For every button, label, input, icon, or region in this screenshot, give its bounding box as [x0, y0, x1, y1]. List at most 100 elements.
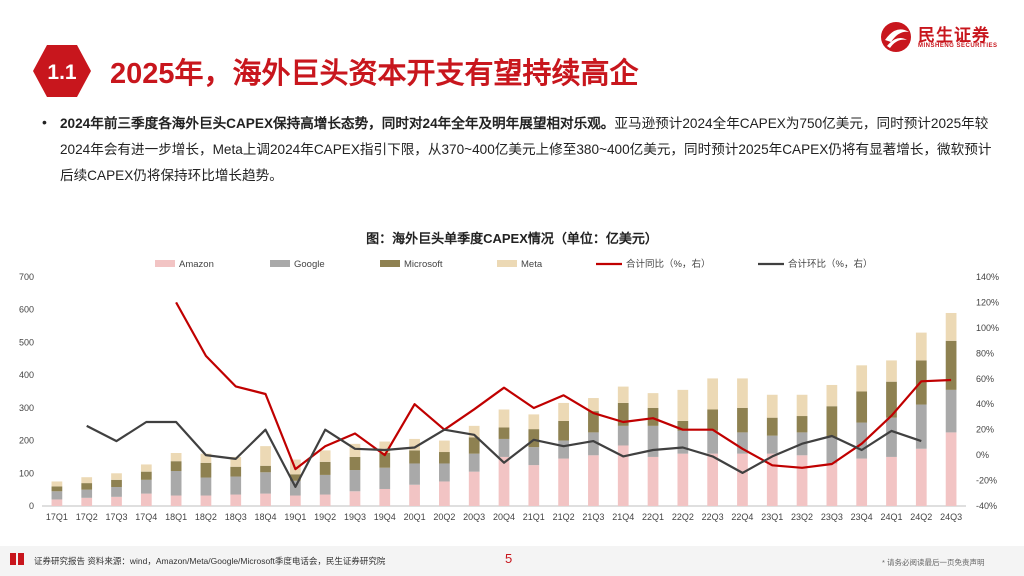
legend-swatch — [155, 260, 175, 267]
bar-microsoft — [737, 407, 748, 433]
x-tick-label: 21Q1 — [523, 512, 545, 522]
qoq-line — [86, 420, 922, 488]
x-tick-label: 21Q4 — [612, 512, 634, 522]
bar-amazon — [766, 453, 778, 506]
bar-google — [200, 477, 212, 496]
bar-amazon — [439, 481, 450, 506]
bar-amazon — [230, 494, 242, 506]
bar-microsoft — [379, 453, 391, 468]
bar-amazon — [51, 499, 63, 506]
bar-microsoft — [498, 427, 510, 439]
bar-meta — [826, 384, 838, 407]
legend-label: Microsoft — [404, 259, 443, 270]
legend-label: Meta — [521, 259, 543, 270]
bar-amazon — [379, 488, 391, 506]
y2-tick-label: 120% — [976, 297, 999, 307]
x-tick-label: 17Q2 — [76, 512, 98, 522]
bar-microsoft — [856, 391, 868, 423]
bar-meta — [588, 398, 599, 412]
bar-google — [319, 474, 331, 495]
bullet-marker: • — [42, 114, 47, 130]
bar-google — [886, 417, 897, 457]
bar-amazon — [796, 455, 808, 506]
bar-meta — [766, 394, 778, 418]
x-tick-label: 24Q1 — [880, 512, 902, 522]
bar-microsoft — [558, 420, 569, 441]
bar-meta — [111, 473, 122, 480]
logo-text: 民生证券 — [918, 26, 990, 45]
bar-google — [915, 404, 927, 449]
bar-amazon — [200, 495, 212, 506]
bar-google — [945, 389, 957, 433]
x-tick-label: 19Q2 — [314, 512, 336, 522]
bar-google — [81, 489, 93, 498]
legend-swatch — [270, 260, 290, 267]
bar-amazon — [409, 484, 420, 506]
yoy-line — [175, 301, 952, 471]
section-badge: 1.1 — [33, 45, 91, 97]
bar-google — [409, 463, 420, 485]
bar-google — [468, 453, 480, 472]
bar-microsoft — [886, 381, 897, 418]
bar-google — [826, 437, 838, 464]
bar-amazon — [856, 458, 868, 506]
footer-bar — [0, 546, 1024, 576]
bar-microsoft — [81, 483, 93, 490]
bar-microsoft — [945, 340, 957, 390]
bar-meta — [707, 378, 719, 410]
y-tick-label: 700 — [19, 272, 34, 282]
bar-google — [230, 476, 242, 495]
y2-tick-label: -40% — [976, 501, 997, 511]
bar-microsoft — [260, 465, 271, 473]
bar-microsoft — [588, 411, 599, 433]
bar-google — [260, 472, 271, 494]
bar-amazon — [81, 497, 93, 506]
bar-amazon — [707, 453, 719, 506]
x-tick-label: 22Q3 — [702, 512, 724, 522]
y-tick-label: 500 — [19, 337, 34, 347]
bar-google — [588, 432, 599, 456]
bar-meta — [379, 441, 391, 454]
page-number: 5 — [505, 551, 513, 566]
bar-amazon — [319, 494, 331, 506]
summary-paragraph: 2024年前三季度各海外巨头CAPEX保持高增长态势，同时对24年全年及明年展望… — [60, 111, 1005, 189]
bar-microsoft — [647, 407, 659, 426]
bar-meta — [647, 393, 659, 408]
bar-google — [349, 470, 361, 492]
bar-google — [111, 487, 122, 497]
bar-google — [647, 425, 659, 457]
bar-amazon — [170, 495, 182, 506]
x-tick-label: 19Q1 — [284, 512, 306, 522]
bar-amazon — [588, 455, 599, 506]
bar-microsoft — [707, 409, 719, 431]
bar-microsoft — [349, 456, 361, 471]
bar-microsoft — [289, 474, 301, 481]
bar-meta — [439, 440, 450, 453]
footer-source: 证券研究报告 资料来源：wind，Amazon/Meta/Google/Micr… — [34, 556, 386, 566]
x-tick-label: 24Q2 — [910, 512, 932, 522]
y-tick-label: 0 — [29, 501, 34, 511]
x-tick-label: 22Q1 — [642, 512, 664, 522]
bar-meta — [737, 378, 748, 408]
bar-meta — [886, 360, 897, 382]
y2-tick-label: 0% — [976, 450, 989, 460]
capex-chart: 0 100 200 300 400 500 600 700 -40% -20% 0% 20% 40% 60… — [19, 258, 999, 522]
x-tick-label: 20Q3 — [463, 512, 485, 522]
bar-microsoft — [617, 402, 629, 426]
bar-google — [617, 425, 629, 446]
bar-meta — [558, 402, 569, 421]
bar-meta — [140, 464, 152, 472]
bar-meta — [915, 332, 927, 361]
bar-microsoft — [766, 417, 778, 436]
bar-google — [528, 447, 540, 466]
x-tick-label: 22Q4 — [731, 512, 753, 522]
y2-tick-label: -20% — [976, 476, 997, 486]
bar-amazon — [677, 453, 689, 506]
bar-amazon — [886, 456, 897, 506]
bar-meta — [796, 394, 808, 417]
bar-microsoft — [796, 416, 808, 433]
minsheng-logo-icon — [881, 22, 911, 52]
bar-microsoft — [528, 429, 540, 448]
bar-microsoft — [111, 479, 122, 488]
disclaimer-text: * 请务必阅读最后一页免责声明 — [882, 558, 985, 567]
